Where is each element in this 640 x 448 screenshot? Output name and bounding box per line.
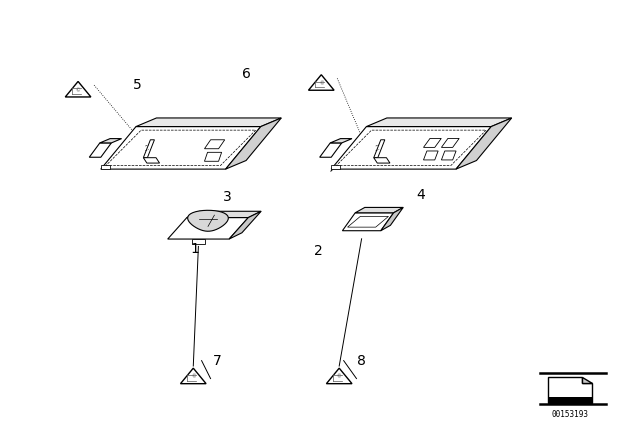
Polygon shape [308, 75, 334, 90]
Polygon shape [143, 158, 159, 163]
Polygon shape [332, 127, 492, 169]
Text: 8: 8 [357, 353, 366, 368]
Polygon shape [366, 118, 512, 127]
Polygon shape [424, 138, 441, 147]
Polygon shape [205, 140, 225, 149]
Polygon shape [136, 118, 282, 127]
Polygon shape [319, 143, 342, 157]
Text: 7: 7 [213, 353, 222, 368]
Polygon shape [65, 82, 91, 97]
Polygon shape [192, 239, 205, 245]
Polygon shape [205, 152, 221, 161]
Text: 2: 2 [314, 244, 323, 258]
Text: ©: © [337, 375, 342, 380]
Polygon shape [442, 138, 459, 147]
Polygon shape [143, 140, 154, 158]
Polygon shape [226, 118, 282, 169]
Text: 3: 3 [223, 190, 232, 204]
Polygon shape [229, 211, 261, 239]
Polygon shape [456, 118, 512, 169]
Polygon shape [342, 213, 394, 231]
Polygon shape [101, 127, 261, 169]
Text: 6: 6 [242, 67, 251, 81]
Polygon shape [374, 158, 390, 163]
Polygon shape [374, 140, 385, 158]
Polygon shape [101, 165, 110, 169]
Text: ©: © [76, 88, 81, 93]
Text: 1: 1 [191, 241, 200, 256]
Polygon shape [89, 143, 111, 157]
Polygon shape [187, 211, 261, 218]
Polygon shape [548, 377, 592, 403]
Text: ©: © [319, 81, 324, 86]
Polygon shape [332, 165, 340, 169]
Polygon shape [168, 218, 248, 239]
Polygon shape [180, 368, 206, 383]
Polygon shape [442, 151, 456, 160]
Text: 00153193: 00153193 [551, 410, 588, 419]
Polygon shape [355, 207, 403, 213]
Polygon shape [188, 210, 228, 231]
Polygon shape [100, 138, 122, 143]
Text: ©: © [191, 375, 196, 380]
Polygon shape [424, 151, 438, 160]
Polygon shape [548, 397, 592, 403]
Text: 5: 5 [133, 78, 142, 92]
Polygon shape [582, 377, 592, 383]
Polygon shape [326, 368, 352, 383]
Polygon shape [381, 207, 403, 231]
Text: 4: 4 [417, 188, 426, 202]
Polygon shape [330, 138, 352, 143]
